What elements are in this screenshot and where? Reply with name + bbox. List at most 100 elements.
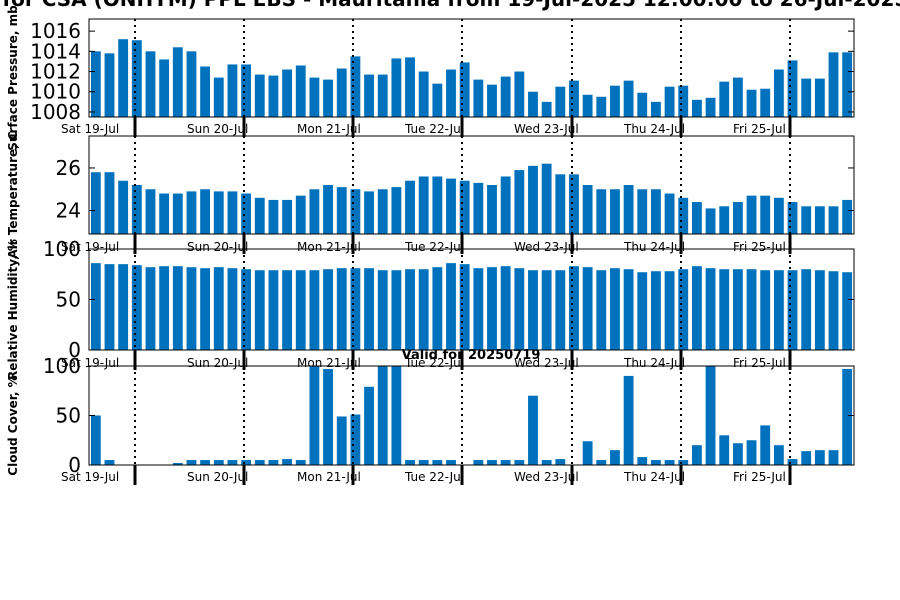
bar [582, 185, 593, 234]
bar [773, 270, 784, 350]
bar [104, 53, 115, 117]
bar [746, 195, 757, 234]
y-axis-label: Air Temperature, C [6, 131, 20, 259]
bar [691, 202, 702, 234]
bar [459, 264, 470, 350]
bar [719, 206, 730, 234]
bar [623, 80, 634, 117]
bar [719, 269, 730, 350]
bar [842, 272, 853, 350]
bar [623, 375, 634, 465]
bar [227, 268, 238, 350]
bar [213, 77, 224, 117]
bar [732, 269, 743, 350]
bar [377, 366, 388, 465]
bar [705, 366, 716, 465]
bar [610, 85, 620, 117]
bar [691, 266, 702, 350]
bar [787, 202, 798, 234]
bar [732, 443, 743, 465]
bar [377, 270, 388, 350]
bar [705, 97, 716, 117]
bar [541, 460, 552, 465]
bar [268, 199, 279, 234]
bar [118, 180, 129, 234]
day-tick-label: Thu 24-Jul [623, 122, 685, 136]
bar [268, 75, 279, 117]
bar [241, 269, 252, 350]
bar [473, 182, 484, 234]
bar [569, 80, 579, 117]
y-tick-label: 24 [56, 199, 81, 223]
bar [732, 77, 743, 117]
bar [323, 79, 333, 117]
bar [705, 208, 716, 234]
bar [336, 68, 347, 117]
bar [364, 268, 374, 350]
bar [514, 170, 525, 234]
day-tick-label: Tue 22-Jul [404, 240, 464, 254]
bar [664, 271, 675, 350]
day-tick-label: Sun 20-Jul [187, 470, 248, 484]
bar [541, 163, 552, 234]
y-tick-label: 1014 [30, 39, 81, 63]
bar [295, 195, 306, 234]
bar [787, 60, 798, 117]
bar [186, 460, 197, 465]
day-tick-label: Sat 19-Jul [61, 470, 119, 484]
bar [200, 460, 211, 465]
bar [801, 206, 812, 234]
bar [760, 425, 771, 465]
bar [814, 450, 825, 465]
bar [391, 366, 402, 465]
bar [651, 101, 661, 117]
bar [541, 101, 552, 117]
bar [528, 270, 538, 350]
bar [90, 51, 101, 117]
bar [323, 269, 333, 350]
y-tick-label: 1016 [30, 19, 81, 43]
bar [473, 268, 484, 350]
bar [254, 270, 265, 350]
bar [172, 463, 183, 465]
bar [732, 202, 743, 234]
bar [678, 460, 689, 465]
bar [118, 264, 129, 350]
bar [323, 185, 333, 234]
bar [186, 267, 197, 350]
bar [842, 199, 853, 234]
day-tick-label: Mon 21-Jul [297, 240, 361, 254]
day-tick-label: Tue 22-Jul [404, 356, 464, 370]
bar [637, 457, 648, 465]
bar [678, 269, 689, 350]
bar [473, 460, 484, 465]
bar [200, 189, 211, 234]
day-tick-label: Wed 23-Jul [514, 122, 579, 136]
day-tick-label: Mon 21-Jul [297, 356, 361, 370]
y-tick-label: 100 [43, 237, 81, 261]
day-tick-label: Sat 19-Jul [61, 122, 119, 136]
bar [90, 415, 101, 465]
bar [282, 199, 292, 234]
bar [487, 84, 497, 117]
bar [514, 460, 525, 465]
day-tick-label: Fri 25-Jul [733, 356, 786, 370]
bar [254, 460, 265, 465]
day-tick-label: Sun 20-Jul [187, 240, 248, 254]
bar [432, 460, 443, 465]
bar [500, 460, 511, 465]
bar [213, 460, 224, 465]
bar [582, 94, 593, 117]
bar [637, 189, 648, 234]
bar [487, 267, 497, 350]
bar [336, 416, 347, 465]
bar [842, 52, 853, 118]
bar [241, 193, 252, 234]
day-tick-label: Thu 24-Jul [623, 240, 685, 254]
bar [350, 268, 361, 350]
y-tick-label: 1008 [30, 100, 81, 124]
bar [459, 62, 470, 117]
bar [282, 69, 292, 117]
bar [104, 264, 115, 350]
